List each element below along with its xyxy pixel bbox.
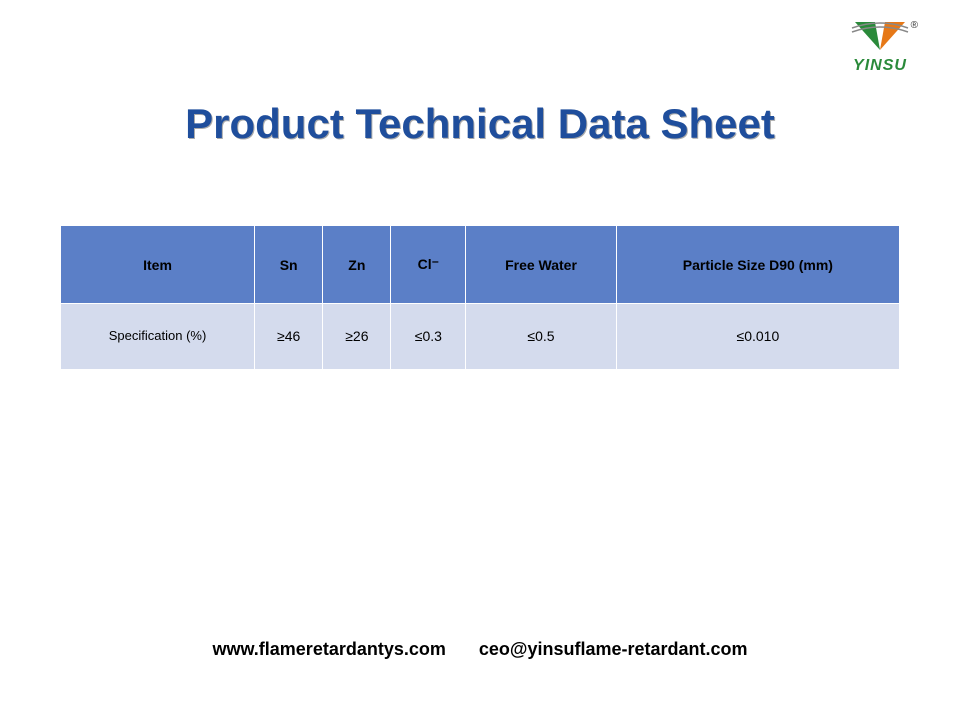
registered-mark: ® [911, 20, 918, 31]
col-cl: Cl⁻ [391, 226, 466, 304]
col-sn: Sn [255, 226, 323, 304]
footer-website: www.flameretardantys.com [212, 639, 445, 659]
col-particle-size: Particle Size D90 (mm) [616, 226, 899, 304]
footer: www.flameretardantys.com ceo@yinsuflame-… [0, 639, 960, 660]
cell-cl: ≤0.3 [391, 304, 466, 370]
cell-free-water: ≤0.5 [466, 304, 617, 370]
footer-email: ceo@yinsuflame-retardant.com [479, 639, 748, 659]
table-row: Specification (%) ≥46 ≥26 ≤0.3 ≤0.5 ≤0.0… [61, 304, 900, 370]
table-header-row: Item Sn Zn Cl⁻ Free Water Particle Size … [61, 226, 900, 304]
cell-particle-size: ≤0.010 [616, 304, 899, 370]
col-item: Item [61, 226, 255, 304]
row-label: Specification (%) [61, 304, 255, 370]
page-title: Product Technical Data Sheet [0, 100, 960, 148]
brand-logo: ® YINSU [830, 20, 930, 80]
col-zn: Zn [323, 226, 391, 304]
spec-table: Item Sn Zn Cl⁻ Free Water Particle Size … [60, 225, 900, 370]
col-free-water: Free Water [466, 226, 617, 304]
cell-zn: ≥26 [323, 304, 391, 370]
logo-text: YINSU [830, 57, 930, 75]
logo-mark: ® [850, 20, 910, 55]
cell-sn: ≥46 [255, 304, 323, 370]
